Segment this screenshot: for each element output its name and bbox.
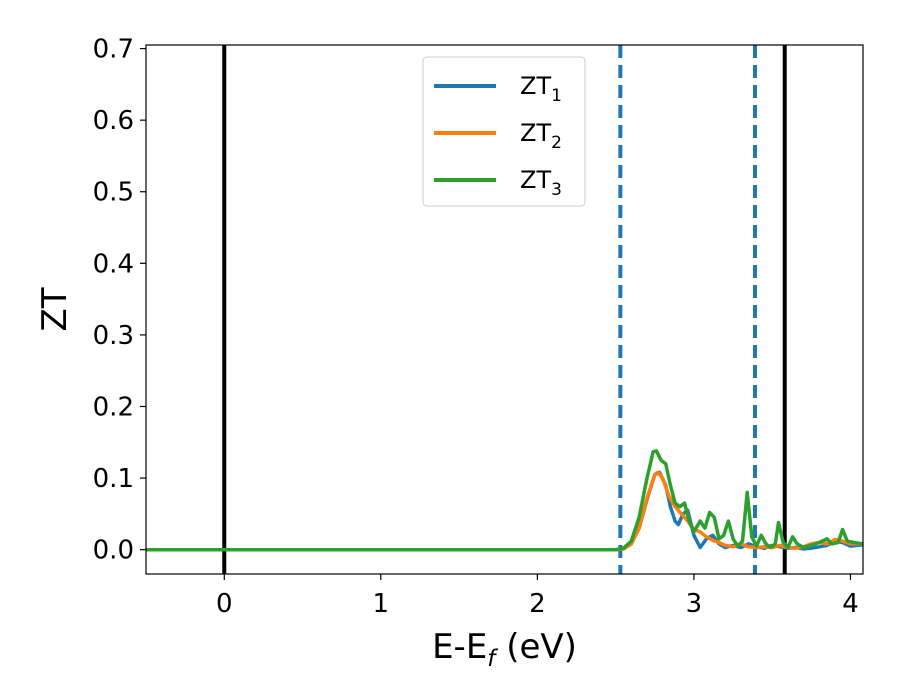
x-tick-label: 2 — [529, 589, 546, 619]
legend-label-zt3: ZT3 — [520, 166, 562, 200]
legend-label-zt1: ZT1 — [520, 72, 562, 106]
legend-label-zt2: ZT2 — [520, 119, 562, 153]
x-axis-label: E-Ef (eV) — [432, 627, 577, 672]
y-tick-label: 0.7 — [93, 35, 134, 65]
axes-frame — [145, 44, 864, 575]
y-tick-label: 0.4 — [93, 249, 134, 279]
reference-lines — [222, 45, 787, 574]
y-tick-label: 0.3 — [93, 321, 134, 351]
x-axis: 0 1 2 3 4 — [216, 574, 859, 619]
y-axis-label: ZT — [35, 287, 75, 331]
series-lines — [146, 449, 863, 552]
y-tick-label: 0.0 — [93, 536, 134, 566]
x-tick-label: 1 — [373, 589, 390, 619]
x-label-main: E-E — [432, 627, 487, 667]
y-tick-label: 0.5 — [93, 178, 134, 208]
x-label-subscript: f — [487, 646, 498, 672]
x-label-unit: (eV) — [495, 627, 577, 667]
y-tick-label: 0.2 — [93, 392, 134, 422]
x-tick-label: 4 — [842, 589, 859, 619]
series-line-zt3 — [146, 449, 863, 552]
legend: ZT1 ZT2 ZT3 — [422, 56, 586, 207]
legend-box — [422, 56, 586, 207]
x-tick-label: 3 — [686, 589, 703, 619]
x-tick-label: 0 — [216, 589, 233, 619]
y-tick-label: 0.1 — [93, 464, 134, 494]
y-axis: 0.0 0.1 0.2 0.3 0.4 0.5 0.6 0.7 — [93, 35, 146, 566]
y-tick-label: 0.6 — [93, 106, 134, 136]
